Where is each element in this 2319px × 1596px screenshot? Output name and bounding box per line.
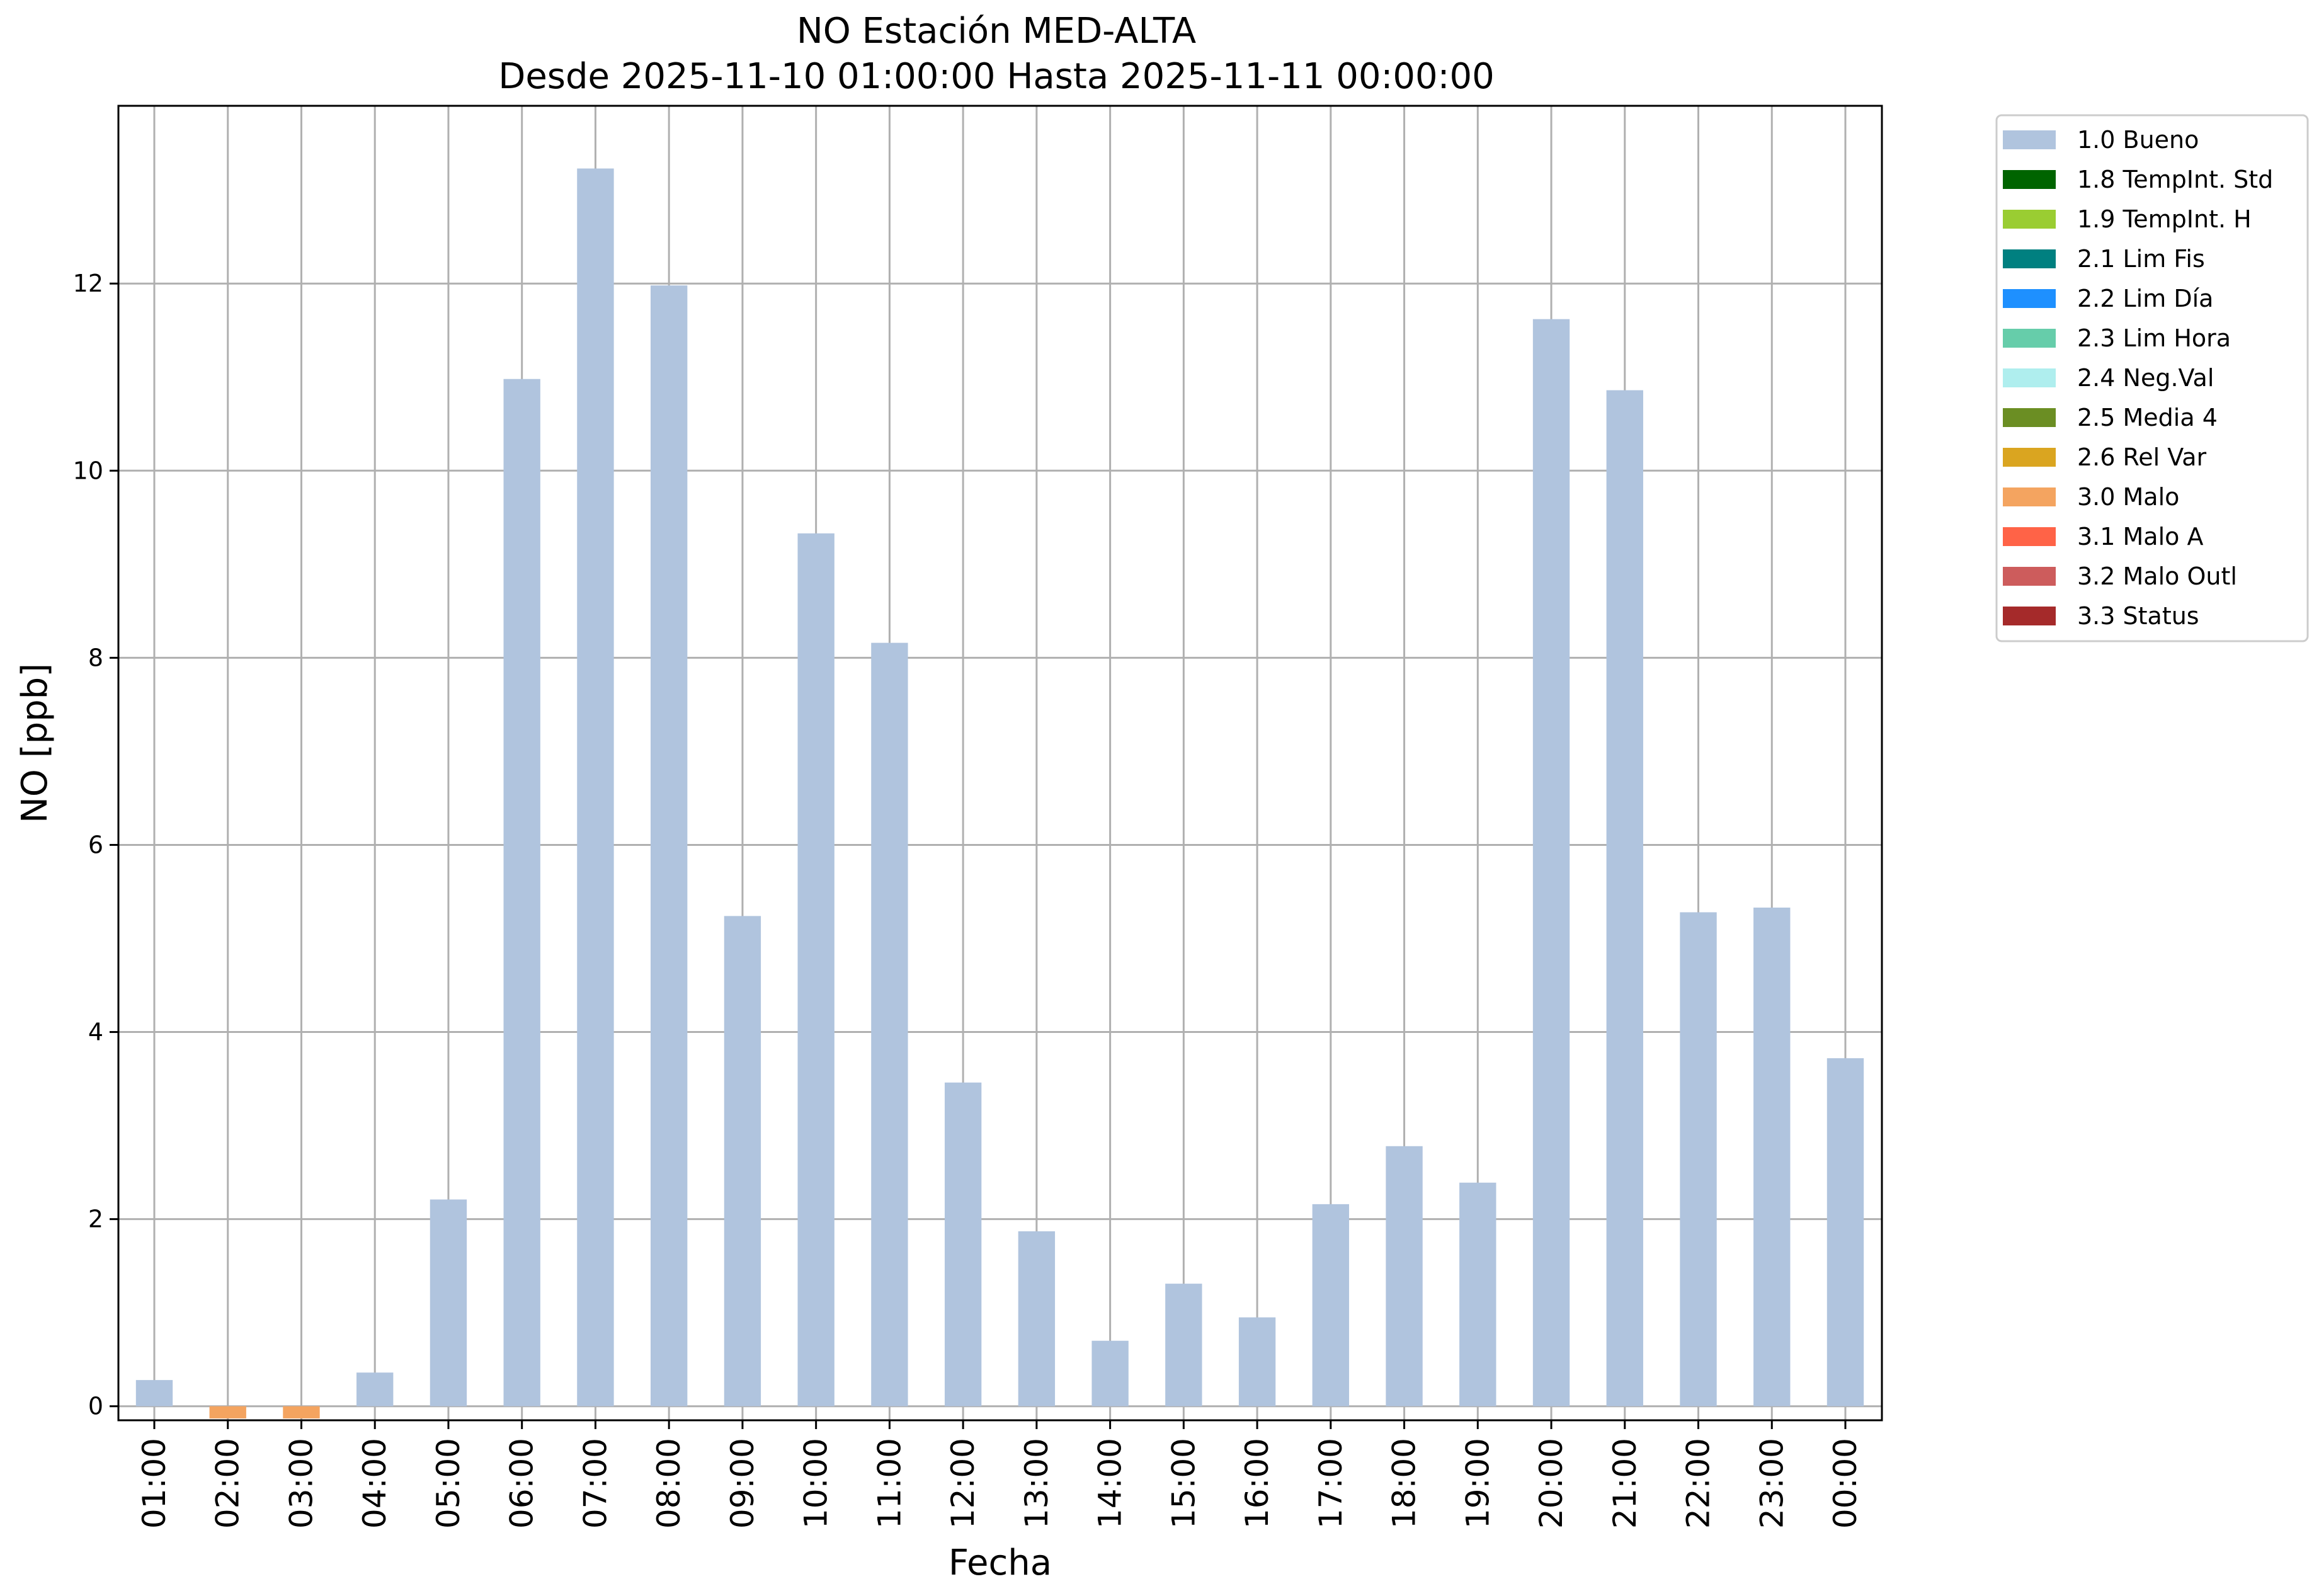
legend-entry-label: 1.8 TempInt. Std — [2077, 166, 2273, 193]
bar — [1753, 907, 1791, 1406]
bar — [577, 168, 614, 1406]
legend-swatch — [2003, 408, 2056, 427]
y-tick-label: 12 — [73, 270, 103, 297]
x-tick-label: 13:00 — [1018, 1438, 1055, 1529]
x-tick-label: 20:00 — [1533, 1438, 1570, 1529]
bar — [1018, 1231, 1056, 1406]
bar — [135, 1380, 173, 1406]
x-tick-label: 18:00 — [1386, 1438, 1423, 1529]
chart-subtitle: Desde 2025-11-10 01:00:00 Hasta 2025-11-… — [498, 56, 1495, 97]
legend-swatch — [2003, 567, 2056, 586]
legend-swatch — [2003, 487, 2056, 506]
legend-swatch — [2003, 249, 2056, 268]
legend-entry-label: 2.2 Lim Día — [2077, 285, 2213, 312]
bar — [871, 642, 908, 1406]
legend-swatch — [2003, 329, 2056, 348]
bar — [356, 1372, 394, 1406]
bar — [283, 1406, 320, 1419]
x-tick-label: 09:00 — [724, 1438, 761, 1529]
legend-entry-label: 3.2 Malo Outl — [2077, 562, 2237, 590]
bar — [1312, 1204, 1350, 1406]
x-tick-label: 21:00 — [1607, 1438, 1643, 1529]
x-tick-label: 07:00 — [577, 1438, 613, 1529]
legend-swatch — [2003, 448, 2056, 467]
bar — [724, 916, 761, 1406]
legend-swatch — [2003, 130, 2056, 149]
bar — [650, 285, 688, 1406]
legend-swatch — [2003, 368, 2056, 387]
x-tick-label: 02:00 — [210, 1438, 246, 1529]
legend-swatch — [2003, 607, 2056, 625]
legend-entry-label: 3.1 Malo A — [2077, 523, 2203, 550]
y-tick-label: 2 — [88, 1206, 103, 1233]
x-tick-label: 22:00 — [1680, 1438, 1717, 1529]
bar — [1606, 390, 1643, 1406]
legend-entry-label: 3.0 Malo — [2077, 483, 2179, 511]
y-axis-label: NO [ppb] — [14, 663, 55, 823]
bars — [135, 168, 1864, 1419]
bar — [430, 1199, 467, 1406]
x-tick-label: 04:00 — [356, 1438, 393, 1529]
legend-entry-label: 2.3 Lim Hora — [2077, 324, 2231, 352]
x-axis-label: Fecha — [949, 1542, 1052, 1583]
x-tick-label: 17:00 — [1313, 1438, 1349, 1529]
x-axis-ticks: 01:00 02:00 03:00 04:00 05:00 06:00 07:00 08:00… — [136, 1420, 1864, 1529]
x-tick-label: 23:00 — [1753, 1438, 1790, 1529]
x-tick-label: 03:00 — [283, 1438, 319, 1529]
x-tick-label: 08:00 — [651, 1438, 687, 1529]
legend-entry-label: 3.3 Status — [2077, 602, 2199, 630]
y-tick-label: 6 — [88, 831, 103, 858]
bar — [1532, 319, 1570, 1406]
legend-entry-label: 2.4 Neg.Val — [2077, 364, 2214, 392]
x-tick-label: 11:00 — [871, 1438, 908, 1529]
x-tick-label: 12:00 — [945, 1438, 981, 1529]
bar — [797, 533, 835, 1406]
x-tick-label: 00:00 — [1827, 1438, 1864, 1529]
bar — [1091, 1340, 1129, 1406]
legend-entry-label: 1.9 TempInt. H — [2077, 205, 2252, 233]
y-axis-ticks: 0 2 4 6 8 10 12 — [73, 270, 118, 1420]
x-tick-label: 06:00 — [504, 1438, 540, 1529]
x-tick-label: 05:00 — [430, 1438, 467, 1529]
bar — [944, 1082, 982, 1406]
y-tick-label: 4 — [88, 1018, 103, 1046]
bar — [1459, 1182, 1496, 1406]
legend-entry-label: 2.1 Lim Fis — [2077, 245, 2205, 273]
bar — [1386, 1146, 1423, 1406]
bar — [1238, 1317, 1276, 1406]
x-tick-label: 10:00 — [798, 1438, 835, 1529]
plot-frame — [117, 105, 1883, 1422]
chart-title: NO Estación MED-ALTA — [797, 11, 1196, 52]
legend-swatch — [2003, 289, 2056, 308]
legend-entry-label: 2.6 Rel Var — [2077, 443, 2207, 471]
legend-entry-label: 2.5 Media 4 — [2077, 404, 2218, 431]
x-tick-label: 14:00 — [1092, 1438, 1129, 1529]
legend-entry-label: 1.0 Bueno — [2077, 126, 2199, 154]
x-tick-label: 01:00 — [136, 1438, 173, 1529]
bar — [1826, 1058, 1864, 1406]
legend-swatch — [2003, 210, 2056, 229]
bar — [503, 379, 540, 1406]
y-tick-label: 8 — [88, 644, 103, 671]
y-tick-label: 0 — [88, 1393, 103, 1420]
x-tick-label: 19:00 — [1459, 1438, 1496, 1529]
legend-frame — [1995, 114, 2309, 642]
legend: 1.0 Bueno 1.8 TempInt. Std 1.9 TempInt. H 2… — [1995, 114, 2309, 642]
bar — [1165, 1284, 1202, 1406]
bar — [209, 1406, 246, 1419]
x-tick-label: 15:00 — [1165, 1438, 1202, 1529]
bar — [1680, 912, 1717, 1406]
legend-swatch — [2003, 527, 2056, 546]
legend-swatch — [2003, 170, 2056, 189]
y-tick-label: 10 — [73, 457, 103, 484]
x-tick-label: 16:00 — [1239, 1438, 1275, 1529]
